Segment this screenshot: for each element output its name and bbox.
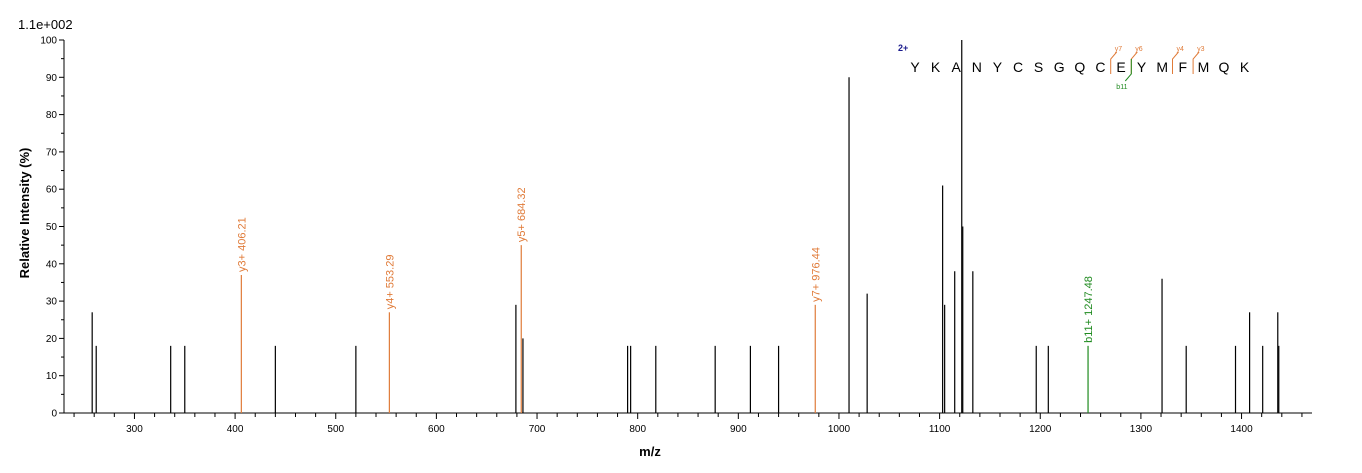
b-ion-label: b11: [1116, 84, 1127, 91]
y-axis-title: Relative Intensity (%): [17, 148, 32, 279]
x-tick-label: 1400: [1230, 424, 1253, 435]
y-tick-label: 70: [46, 147, 58, 158]
y-tick-label: 40: [46, 259, 58, 270]
y-ion-marker: [1192, 51, 1200, 74]
x-tick-label: 500: [327, 424, 344, 435]
y-tick-label: 90: [46, 73, 58, 84]
x-tick-label: 1100: [929, 424, 951, 435]
x-tick-label: 600: [428, 424, 445, 435]
peak-label: y3+ 406.21: [236, 217, 248, 272]
y-tick-label: 10: [46, 371, 58, 382]
y-ion-label: y7: [1115, 46, 1123, 53]
y-ion-label: y6: [1135, 46, 1143, 53]
sequence-residue: S: [1034, 59, 1043, 75]
sequence-residue: F: [1179, 59, 1188, 75]
x-tick-label: 800: [629, 424, 646, 435]
peak-labels: y3+ 406.21 y4+ 553.29 y5+ 684.32 y7+ 976.44…: [236, 187, 1095, 342]
axes: 0 10 20 30 40 50 60 70 80 90 100 300 400 500 600 700 800…: [40, 36, 1312, 435]
y-tick-label: 20: [46, 334, 58, 345]
y-tick-label: 100: [40, 36, 57, 47]
y-tick-label: 30: [46, 297, 58, 308]
sequence-residue: M: [1198, 59, 1210, 75]
sequence-residue: G: [1054, 59, 1065, 75]
x-tick-label: 700: [529, 424, 546, 435]
peaks: [91, 40, 1280, 413]
sequence-residue: K: [1240, 59, 1250, 75]
sequence-residue: Y: [1137, 59, 1147, 75]
x-tick-label: 1000: [828, 424, 851, 435]
sequence-residue: C: [1095, 59, 1105, 75]
peak-label: b11+ 1247.48: [1083, 276, 1095, 343]
x-tick-label: 900: [730, 424, 747, 435]
sequence-residue: A: [952, 59, 962, 75]
sequence-residue: K: [931, 59, 941, 75]
b-ion-marker: [1124, 59, 1132, 82]
sequence-residue: Q: [1219, 59, 1230, 75]
y-ion-marker: [1172, 51, 1179, 74]
y-tick-label: 0: [51, 409, 57, 420]
x-tick-label: 300: [126, 424, 143, 435]
peak-label: y5+ 684.32: [516, 187, 528, 242]
sequence-residue: Y: [993, 59, 1003, 75]
intensity-scale-label: 1.1e+002: [18, 17, 73, 32]
sequence-residue: C: [1013, 59, 1023, 75]
y-tick-label: 80: [46, 110, 58, 121]
x-tick-label: 1200: [1029, 424, 1052, 435]
sequence-residue: Q: [1074, 59, 1085, 75]
y-tick-label: 50: [46, 222, 58, 233]
y-ion-label: y4: [1177, 46, 1185, 53]
x-tick-label: 1300: [1130, 424, 1153, 435]
y-tick-label: 60: [46, 185, 58, 196]
y-ion-label: y3: [1197, 46, 1205, 53]
sequence-residue: N: [972, 59, 982, 75]
y-ion-marker: [1110, 51, 1118, 74]
sequence-residue: Y: [910, 59, 920, 75]
peak-label: y7+ 976.44: [810, 247, 822, 302]
sequence-residue: E: [1116, 59, 1125, 75]
peak-label: y4+ 553.29: [384, 255, 396, 310]
x-tick-label: 400: [227, 424, 244, 435]
charge-state-label: 2+: [898, 43, 908, 53]
x-axis-title: m/z: [639, 444, 661, 459]
sequence-residue: M: [1156, 59, 1168, 75]
